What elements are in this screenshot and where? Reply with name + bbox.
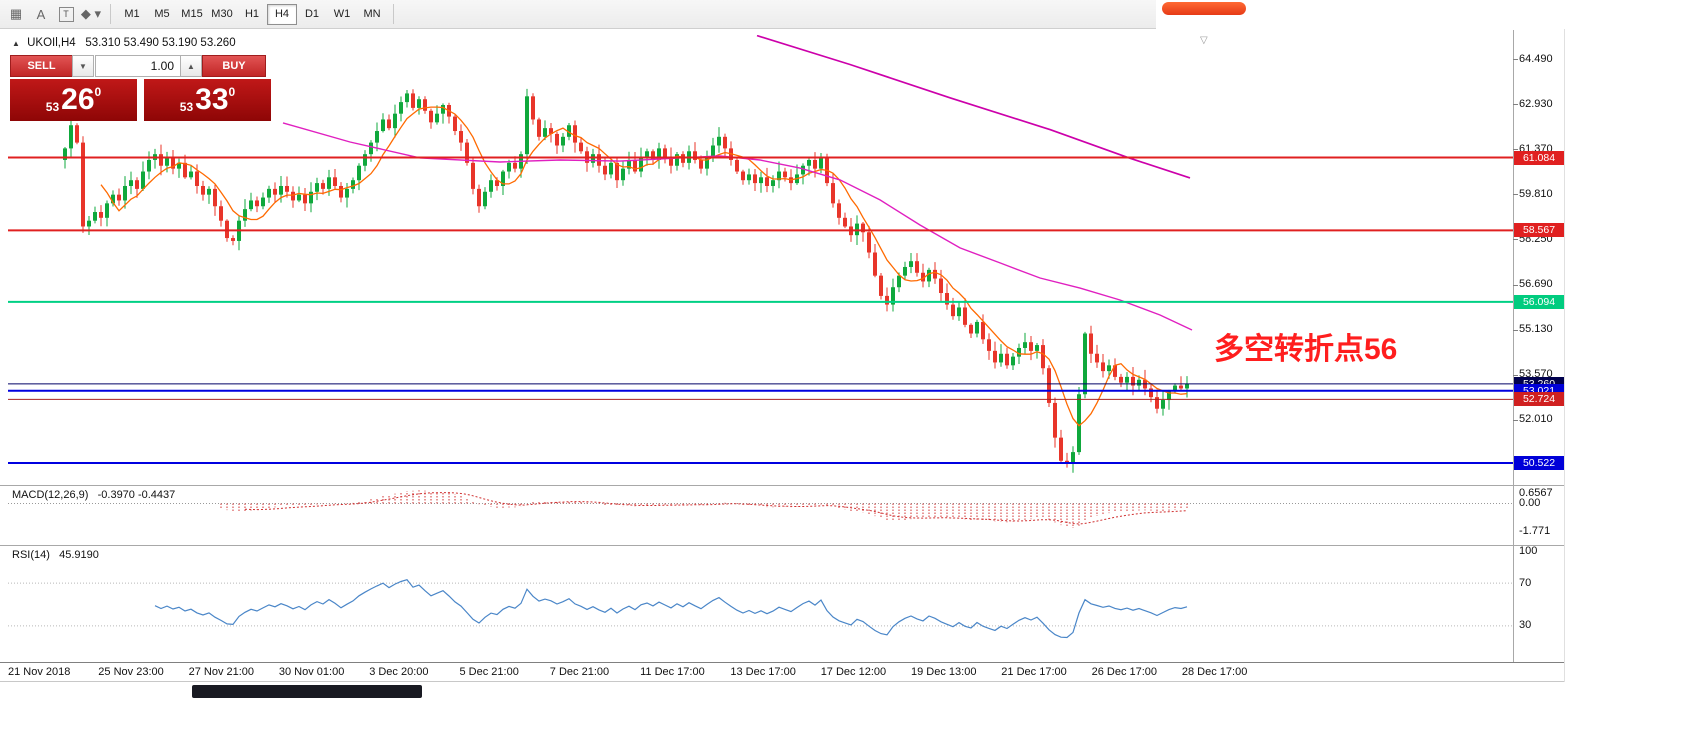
buy-price-big: 33	[195, 83, 229, 116]
buy-price-display[interactable]: 53 33 0	[144, 79, 271, 121]
chart-title: ▲ UKOIl,H4 53.310 53.490 53.190 53.260	[12, 37, 236, 49]
time-axis-label: 5 Dec 21:00	[459, 666, 519, 678]
volume-input[interactable]	[95, 55, 181, 77]
timeframe-group: M1 M5 M15 M30 H1 H4 D1 W1 MN	[117, 3, 387, 25]
price-axis-tick	[1513, 284, 1518, 286]
timeframe-m30[interactable]: M30	[211, 8, 233, 20]
macd-axis-label: 0.00	[1519, 497, 1541, 510]
price-axis-label: 56.690	[1519, 278, 1553, 291]
price-axis-tick	[1513, 239, 1518, 241]
buy-button[interactable]: BUY	[202, 55, 266, 77]
window-right-border	[1564, 0, 1565, 682]
timeframe-m5[interactable]: M5	[154, 8, 170, 20]
time-axis-label: 21 Nov 2018	[8, 666, 71, 678]
timeframe-h1[interactable]: H1	[244, 8, 260, 20]
price-axis-label: 62.930	[1519, 97, 1553, 110]
sell-price-sup: 0	[94, 85, 102, 99]
price-badge: 56.094	[1514, 294, 1564, 309]
chart-annotation-text: 多空转折点56	[1214, 333, 1398, 366]
sell-price-display[interactable]: 53 26 0	[10, 79, 137, 121]
pattern-grid-icon[interactable]: ▦	[9, 6, 23, 21]
time-axis-label: 13 Dec 17:00	[730, 666, 796, 678]
toolbar-separator	[393, 4, 394, 24]
timeframe-d1[interactable]: D1	[304, 8, 320, 20]
window-bottom-border	[0, 681, 1565, 682]
time-axis-label: 11 Dec 17:00	[640, 666, 705, 678]
time-axis-label: 17 Dec 12:00	[820, 666, 887, 678]
rsi-value: 45.9190	[59, 549, 99, 561]
price-badge: 50.522	[1514, 456, 1564, 471]
price-axis-tick	[1513, 194, 1518, 196]
sell-price-prefix: 53	[45, 100, 60, 114]
price-axis-label: 52.010	[1519, 413, 1553, 426]
time-axis-label: 30 Nov 01:00	[278, 666, 345, 678]
sell-button[interactable]: SELL	[10, 55, 73, 77]
one-click-trading-widget: SELL ▼ ▲ BUY 53 26 0 53 33 0	[10, 55, 271, 121]
timeframe-w1[interactable]: W1	[333, 8, 351, 20]
time-axis-label: 7 Dec 21:00	[549, 666, 610, 678]
rsi-axis-label: 30	[1519, 619, 1532, 632]
price-axis-tick	[1513, 329, 1518, 331]
time-axis-label: 3 Dec 20:00	[369, 666, 429, 678]
price-badge: 58.567	[1514, 223, 1564, 238]
background-window-fragment	[1156, 0, 1682, 29]
timeframe-h4[interactable]: H4	[267, 3, 297, 25]
text-label-icon[interactable]: A	[36, 6, 46, 22]
time-axis-label: 27 Nov 21:00	[188, 666, 255, 678]
macd-values: -0.3970 -0.4437	[97, 489, 176, 501]
rsi-axis-label: 70	[1519, 576, 1532, 589]
buy-price-prefix: 53	[179, 100, 194, 114]
drawing-tool-group: ▦ A T ◆ ▾	[4, 3, 104, 25]
timeframe-m15[interactable]: M15	[181, 8, 203, 20]
chart-shift-marker[interactable]: ▽	[1200, 35, 1208, 46]
time-axis-label: 19 Dec 13:00	[911, 666, 977, 678]
price-axis-label: 59.810	[1519, 187, 1553, 200]
panel-separator[interactable]	[0, 485, 1565, 486]
price-axis-tick	[1513, 104, 1518, 106]
macd-label: MACD(12,26,9) -0.3970 -0.4437	[12, 489, 176, 501]
price-axis-tick	[1513, 374, 1518, 376]
rsi-panel-surface[interactable]	[8, 547, 1513, 661]
time-axis-line	[0, 662, 1565, 663]
time-axis-label: 21 Dec 17:00	[1001, 666, 1067, 678]
volume-down-button[interactable]: ▼	[72, 55, 94, 77]
time-axis-label: 28 Dec 17:00	[1181, 666, 1248, 678]
time-axis-label: 25 Nov 23:00	[98, 666, 164, 678]
ohlc-values: 53.310 53.490 53.190 53.260	[85, 37, 236, 49]
shapes-icon[interactable]: ◆ ▾	[80, 6, 102, 21]
macd-axis-label: 0.6567	[1519, 486, 1553, 499]
timeframe-m1[interactable]: M1	[124, 8, 140, 20]
price-badge: 61.084	[1514, 150, 1564, 165]
rsi-axis-label: 100	[1519, 544, 1538, 557]
macd-panel-surface[interactable]	[8, 487, 1513, 544]
background-taskbar-fragment	[192, 685, 422, 698]
macd-axis-label: -1.771	[1519, 525, 1551, 538]
text-box-icon[interactable]: T	[54, 3, 78, 25]
price-axis-tick	[1513, 149, 1518, 151]
sell-price-big: 26	[61, 83, 95, 116]
volume-up-button[interactable]: ▲	[180, 55, 202, 77]
symbol-period-label: UKOIl,H4	[27, 37, 76, 49]
buy-price-sup: 0	[228, 85, 236, 99]
price-axis-label: 64.490	[1519, 52, 1553, 65]
price-axis-separator[interactable]	[1513, 30, 1514, 662]
time-axis-label: 26 Dec 17:00	[1091, 666, 1158, 678]
toolbar: ▦ A T ◆ ▾ M1 M5 M15 M30 H1 H4 D1 W1 MN	[0, 0, 1156, 29]
price-axis-tick	[1513, 59, 1518, 60]
price-axis-tick	[1513, 419, 1518, 421]
panel-separator[interactable]	[0, 545, 1565, 546]
price-axis-label: 55.130	[1519, 323, 1553, 336]
background-window-logo	[1162, 2, 1246, 15]
timeframe-mn[interactable]: MN	[363, 8, 381, 20]
price-badge: 52.724	[1514, 392, 1564, 407]
bottom-area	[0, 682, 1682, 738]
toolbar-separator	[110, 4, 111, 24]
collapse-trade-panel-icon[interactable]: ▲	[12, 39, 20, 48]
rsi-label: RSI(14) 45.9190	[12, 549, 99, 561]
